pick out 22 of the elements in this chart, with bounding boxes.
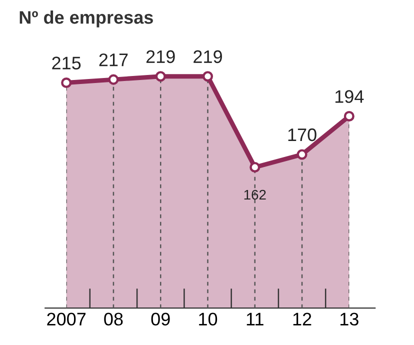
data-label: 162 (244, 190, 266, 200)
chart-title: Nº de empresas (20, 10, 153, 28)
point (61, 77, 72, 88)
x-tick-label: 08 (104, 312, 123, 326)
point (108, 74, 119, 85)
x-tick-label: 12 (293, 312, 312, 326)
data-label: 194 (335, 90, 364, 103)
x-tick-label: 13 (340, 312, 358, 326)
point (155, 71, 166, 82)
x-tick-label: 10 (199, 312, 218, 326)
point (202, 71, 214, 82)
point (296, 149, 308, 160)
data-label: 219 (194, 50, 222, 64)
x-tick-label: 2007 (47, 312, 86, 326)
point (250, 162, 260, 173)
x-tick-label: 09 (151, 312, 170, 326)
point (344, 110, 354, 122)
data-label: 170 (288, 128, 316, 142)
data-label: 219 (146, 50, 175, 64)
data-label: 215 (52, 56, 81, 70)
data-label: 217 (99, 53, 128, 66)
x-tick-label: 11 (246, 312, 264, 326)
